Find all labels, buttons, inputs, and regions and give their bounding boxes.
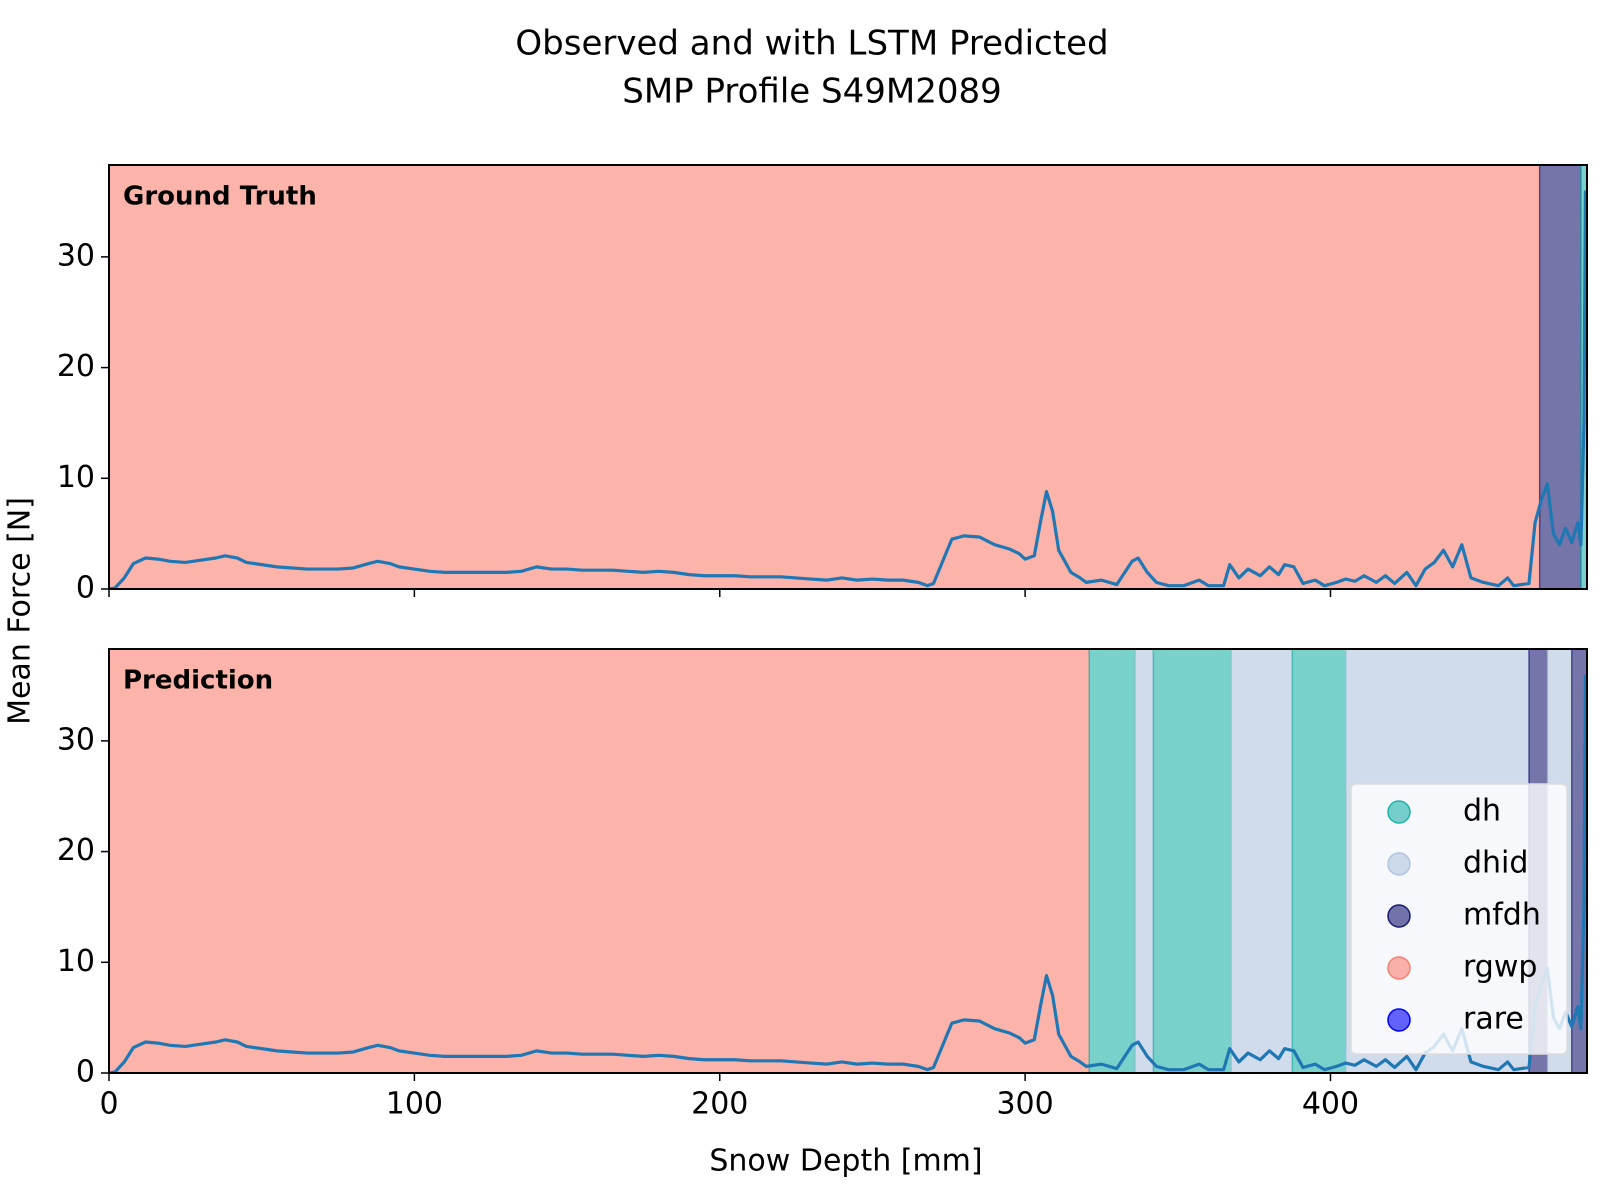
x-tick-label: 400 [1302,1087,1359,1122]
legend: dh dhid mfdh rgwp rare [1350,783,1568,1055]
panel-label: Ground Truth [123,182,317,212]
legend-marker [1387,1008,1411,1032]
data-line [109,190,1587,589]
class-span [109,649,1090,1073]
y-tick-label: 10 [57,944,95,979]
panel-label: Prediction [123,666,273,696]
legend-marker [1387,956,1411,980]
class-span [1088,649,1136,1073]
class-span [1291,649,1347,1073]
legend-label: rgwp [1463,950,1537,985]
plot-area [109,165,1587,589]
chart-title: Observed and with LSTM Predicted [515,24,1108,64]
class-span [1152,649,1232,1073]
y-tick-label: 20 [57,349,95,384]
y-tick-label: 0 [76,1055,95,1090]
y-tick-label: 0 [76,571,95,606]
class-span [1134,649,1155,1073]
x-tick-label: 300 [996,1087,1053,1122]
x-tick-label: 200 [691,1087,748,1122]
y-axis-label: Mean Force [N] [3,497,38,725]
x-tick-label: 100 [386,1087,443,1122]
axes-frame [108,164,1588,590]
class-span [1538,165,1582,589]
chart-subtitle: SMP Profile S49M2089 [622,72,1001,112]
axes-frame [108,648,1588,1074]
legend-marker [1387,800,1411,824]
legend-box [1350,783,1568,1055]
y-tick-label: 30 [57,722,95,757]
y-tick-label: 20 [57,833,95,868]
x-axis-label: Snow Depth [mm] [709,1144,982,1179]
y-tick-label: 10 [57,460,95,495]
legend-label: mfdh [1463,898,1541,933]
legend-marker [1387,852,1411,876]
class-span [109,165,1541,589]
legend-label: rare [1463,1002,1524,1037]
legend-label: dhid [1463,846,1528,881]
legend-label: dh [1463,794,1501,829]
data-line [109,674,1587,1073]
x-tick-label: 0 [99,1087,118,1122]
legend-marker [1387,904,1411,928]
class-span [1230,649,1294,1073]
y-tick-label: 30 [57,238,95,273]
